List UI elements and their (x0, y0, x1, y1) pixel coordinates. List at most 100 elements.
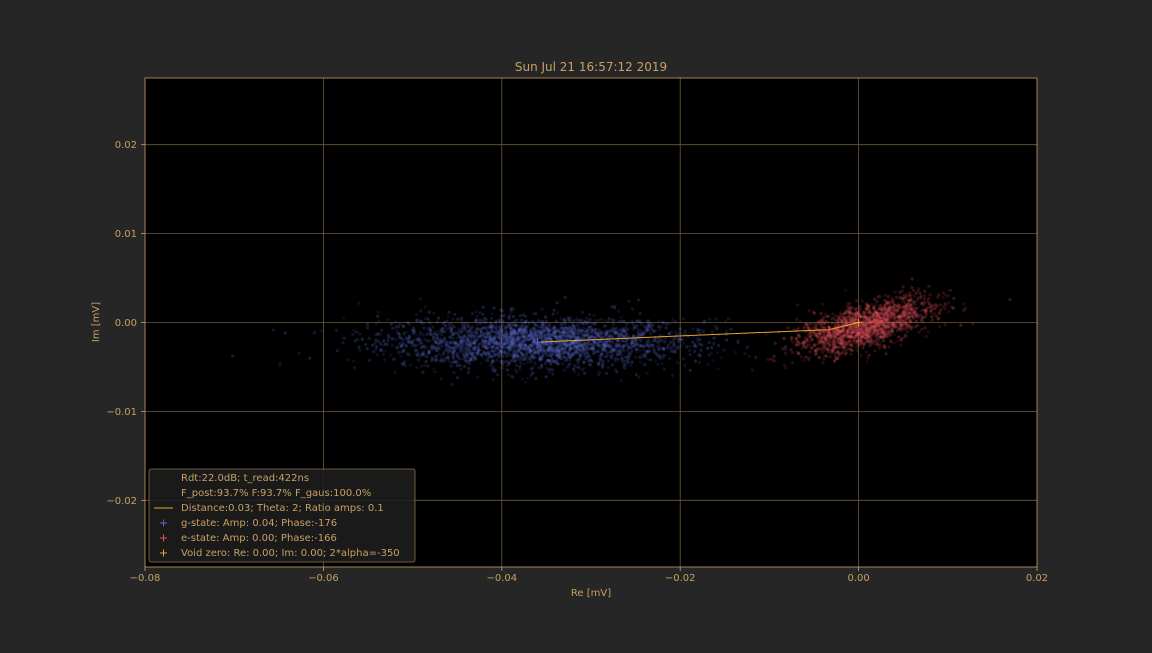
g-state-point (515, 337, 519, 342)
g-state-point (586, 359, 590, 363)
g-state-point (543, 361, 548, 366)
g-state-point (564, 341, 568, 345)
g-state-point (538, 344, 542, 348)
g-state-point (526, 376, 530, 380)
g-state-point (502, 333, 506, 337)
g-state-point (597, 334, 601, 338)
g-state-point (519, 361, 523, 365)
g-state-point (442, 336, 446, 341)
g-state-point (509, 335, 513, 339)
g-state-point (283, 331, 287, 335)
g-state-point (572, 341, 576, 345)
g-state-point (452, 349, 456, 354)
g-state-point (572, 363, 576, 367)
g-state-point (601, 343, 605, 347)
g-state-point (529, 348, 533, 353)
g-state-point (476, 375, 480, 379)
g-state-point (500, 330, 504, 334)
g-state-point (633, 338, 638, 342)
g-state-point (549, 354, 553, 358)
g-state-point (648, 345, 652, 349)
g-state-point (475, 352, 480, 356)
g-state-point (379, 347, 383, 351)
g-state-point (357, 301, 361, 305)
g-state-point (410, 341, 414, 345)
e-state-point (917, 330, 921, 334)
g-state-point (660, 362, 664, 366)
g-state-point (525, 329, 529, 333)
g-state-point (590, 328, 594, 332)
g-state-point (608, 339, 612, 343)
g-state-point (457, 327, 461, 331)
g-state-point (636, 344, 641, 348)
g-state-point (426, 340, 430, 344)
g-state-point (587, 341, 591, 345)
g-state-point (678, 331, 682, 335)
g-state-point (630, 349, 634, 353)
g-state-point (439, 340, 443, 344)
e-state-point (850, 335, 854, 339)
g-state-point (399, 345, 403, 349)
g-state-point (568, 328, 572, 332)
e-state-point (860, 335, 864, 339)
g-state-point (627, 299, 631, 303)
e-state-point (794, 336, 798, 340)
g-state-point (341, 341, 345, 345)
g-state-point (444, 343, 448, 347)
g-state-point (698, 354, 702, 358)
g-state-point (652, 347, 656, 351)
g-state-point (431, 346, 435, 350)
g-state-point (535, 349, 539, 353)
g-state-point (515, 363, 519, 368)
g-state-point (490, 312, 494, 316)
g-state-point (511, 340, 515, 344)
g-state-point (436, 337, 440, 341)
g-state-point (510, 338, 514, 342)
g-state-point (408, 363, 413, 367)
g-state-point (558, 334, 562, 338)
g-state-point (561, 331, 566, 335)
g-state-point (469, 357, 473, 362)
g-state-point (529, 349, 534, 353)
g-state-point (560, 349, 564, 353)
g-state-point (523, 343, 528, 347)
g-state-point (406, 320, 410, 325)
g-state-point (576, 344, 580, 348)
g-state-point (524, 338, 528, 342)
g-state-point (564, 350, 569, 354)
g-state-point (629, 342, 633, 346)
g-state-point (555, 350, 559, 354)
e-state-point (786, 326, 790, 330)
g-state-point (508, 332, 512, 336)
g-state-point (698, 331, 702, 335)
g-state-point (621, 327, 626, 331)
g-state-point (600, 352, 604, 356)
g-state-point (510, 347, 514, 352)
e-state-point (936, 295, 940, 299)
g-state-point (525, 349, 529, 354)
g-state-point (610, 318, 615, 322)
g-state-point (640, 322, 644, 326)
g-state-point (577, 331, 581, 335)
g-state-point (507, 315, 511, 319)
g-state-point (513, 330, 517, 334)
g-state-point (509, 344, 513, 348)
g-state-point (681, 317, 685, 321)
g-state-point (596, 333, 600, 337)
e-state-point (847, 333, 851, 337)
e-state-point (899, 343, 903, 347)
e-state-point (854, 299, 859, 303)
g-state-point (610, 356, 614, 360)
e-state-point (879, 335, 883, 339)
g-state-point (549, 346, 553, 350)
g-state-point (688, 353, 692, 357)
g-state-point (629, 345, 633, 349)
g-state-point (502, 333, 506, 337)
g-state-point (561, 334, 565, 338)
g-state-point (675, 361, 680, 365)
g-state-point (415, 366, 419, 370)
g-state-point (515, 339, 519, 343)
g-state-point (606, 359, 611, 363)
g-state-point (451, 332, 455, 336)
e-state-point (821, 361, 825, 365)
